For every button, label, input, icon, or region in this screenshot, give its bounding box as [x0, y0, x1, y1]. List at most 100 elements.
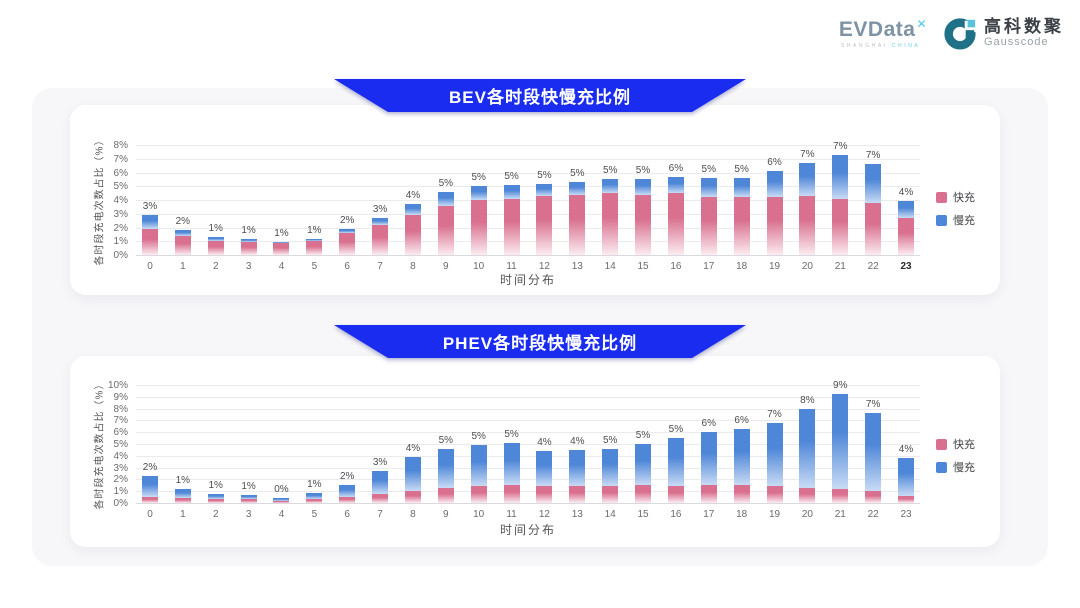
- bar-segment-slow: [635, 444, 652, 486]
- legend-item-slow[interactable]: 慢充: [936, 212, 975, 228]
- bar-segment-fast: [306, 241, 323, 255]
- bar-segment-slow: [602, 179, 619, 194]
- y-tick-label: 2%: [113, 474, 128, 486]
- y-tick-label: 6%: [113, 167, 128, 179]
- bar-segment-slow: [733, 428, 750, 486]
- y-tick-label: 7%: [113, 415, 128, 427]
- bar-segment-fast: [339, 496, 356, 503]
- evdata-tagline: SHANGHAI CHINA: [840, 42, 921, 49]
- y-tick-label: 8%: [113, 140, 128, 151]
- gridline: [136, 467, 920, 469]
- bar-value-label: 6%: [767, 157, 782, 169]
- bar-value-label: 2%: [339, 214, 355, 226]
- x-tick-label: 18: [736, 509, 748, 520]
- bev-legend: 快充 慢充: [936, 189, 975, 228]
- bar-value-label: 7%: [865, 150, 881, 162]
- gridline: [136, 396, 920, 398]
- gridline: [136, 227, 920, 229]
- bar-segment-fast: [569, 195, 586, 255]
- x-tick-label: 7: [377, 509, 383, 520]
- bar-segment-fast: [569, 486, 586, 503]
- gridline: [136, 420, 920, 422]
- x-tick-label: 6: [344, 261, 350, 272]
- legend-item-slow[interactable]: 慢充: [936, 459, 975, 475]
- bar-value-label: 5%: [635, 165, 651, 177]
- x-tick-label: 7: [377, 261, 383, 272]
- bar-value-label: 5%: [504, 428, 519, 440]
- bar-segment-slow: [174, 229, 191, 236]
- x-tick-label: 21: [834, 509, 846, 520]
- bar-segment-fast: [536, 195, 553, 255]
- bev-x-axis-title: 时间分布: [499, 273, 557, 287]
- x-tick-label: 2: [212, 509, 219, 520]
- x-tick-label: 22: [867, 261, 879, 272]
- x-tick-label: 4: [278, 509, 285, 520]
- bar-value-label: 5%: [701, 164, 716, 175]
- bar-segment-slow: [766, 422, 783, 487]
- x-tick-label: 4: [278, 261, 285, 272]
- bar-segment-slow: [404, 204, 421, 216]
- x-tick-label: 14: [604, 261, 616, 272]
- x-tick-label: 12: [538, 509, 550, 520]
- x-tick-label: 11: [506, 509, 517, 520]
- bar-segment-fast: [207, 240, 224, 255]
- gridline: [136, 385, 920, 386]
- legend-label-fast: 快充: [953, 439, 975, 451]
- bar-value-label: 3%: [372, 203, 388, 215]
- gridline: [136, 186, 920, 188]
- bar-value-label: 5%: [438, 177, 454, 189]
- bar-value-label: 1%: [208, 479, 223, 491]
- x-tick-label: 17: [703, 509, 715, 520]
- bar-segment-fast: [339, 233, 356, 255]
- bar-segment-fast: [700, 197, 717, 255]
- bar-segment-fast: [437, 205, 454, 255]
- bar-segment-slow: [865, 413, 882, 492]
- bar-segment-slow: [766, 171, 783, 198]
- bar-value-label: 1%: [175, 474, 191, 486]
- phev-legend: 快充 慢充: [936, 436, 975, 475]
- bar-segment-slow: [372, 217, 389, 225]
- x-tick-label: 10: [473, 509, 485, 520]
- bar-segment-fast: [273, 500, 290, 503]
- legend-item-fast[interactable]: 快充: [936, 436, 975, 452]
- bar-segment-fast: [536, 486, 553, 503]
- x-tick-label: 18: [736, 261, 748, 272]
- gausscode-icon: [944, 18, 977, 50]
- bar-segment-slow: [898, 458, 914, 496]
- bar-segment-fast: [174, 235, 191, 255]
- bar-segment-fast: [240, 499, 257, 503]
- y-tick-label: 9%: [113, 391, 128, 403]
- bar-value-label: 1%: [307, 224, 322, 236]
- bar-segment-slow: [470, 186, 487, 200]
- bar-segment-slow: [865, 164, 882, 203]
- bar-value-label: 1%: [307, 478, 322, 490]
- bar-segment-fast: [437, 487, 454, 503]
- x-tick-label: 0: [147, 509, 153, 520]
- bar-segment-slow: [207, 237, 224, 241]
- x-tick-label: 19: [768, 509, 781, 520]
- bar-value-label: 4%: [898, 444, 914, 456]
- y-tick-label: 10%: [107, 380, 128, 391]
- bar-segment-fast: [667, 193, 684, 255]
- bar-segment-slow: [898, 201, 914, 218]
- bar-segment-slow: [667, 438, 684, 487]
- bar-segment-slow: [339, 228, 356, 233]
- bar-segment-fast: [470, 200, 487, 255]
- y-tick-label: 0%: [113, 498, 128, 509]
- bar-segment-slow: [536, 183, 553, 196]
- bar-value-label: 5%: [438, 434, 454, 446]
- bar-segment-slow: [207, 493, 224, 500]
- bar-value-label: 3%: [372, 456, 388, 468]
- gridline: [136, 455, 920, 457]
- bar-segment-slow: [437, 191, 454, 206]
- bar-value-label: 9%: [833, 380, 848, 392]
- bar-segment-fast: [470, 486, 487, 503]
- bar-segment-slow: [142, 476, 158, 498]
- legend-item-fast[interactable]: 快充: [936, 189, 975, 205]
- x-tick-label: 14: [604, 509, 616, 520]
- bar-value-label: 5%: [471, 431, 486, 443]
- y-tick-label: 5%: [113, 439, 128, 450]
- legend-label-slow: 慢充: [953, 462, 975, 474]
- gausscode-name-cn: 高科数聚: [984, 16, 1064, 36]
